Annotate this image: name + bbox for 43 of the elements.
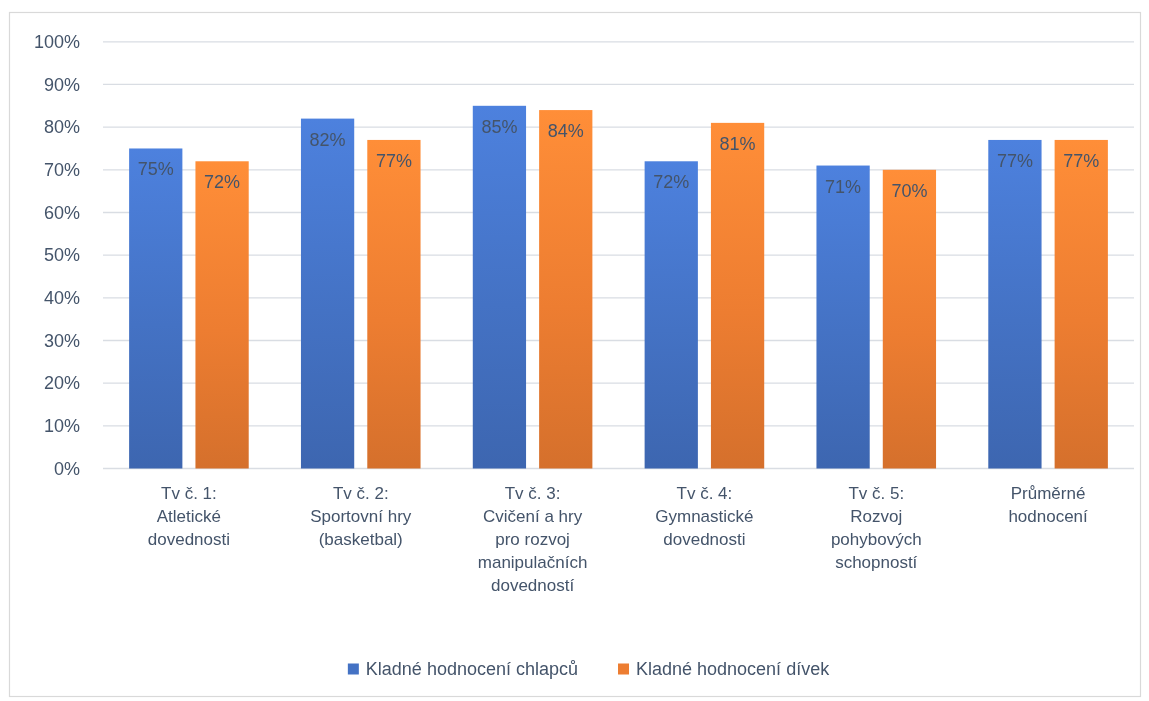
y-tick-label: 70% xyxy=(43,160,80,181)
data-label: 77% xyxy=(375,150,412,171)
y-tick-label: 30% xyxy=(43,330,80,351)
bar xyxy=(195,161,249,469)
y-tick-label: 20% xyxy=(43,373,80,394)
data-label: 82% xyxy=(309,129,346,150)
legend-label: Kladné hodnocení chlapců xyxy=(365,659,579,680)
legend-label: Kladné hodnocení dívek xyxy=(636,659,831,680)
bar xyxy=(644,161,698,469)
bar xyxy=(1054,139,1108,469)
x-tick-label: Tv č. 3: Cvičení a hry pro rozvoj manipulačních dovedností xyxy=(477,484,588,595)
bar xyxy=(129,148,183,469)
data-label: 85% xyxy=(481,116,518,137)
bar xyxy=(816,165,870,469)
y-tick-label: 50% xyxy=(43,245,80,266)
bar xyxy=(300,118,355,469)
bar xyxy=(988,139,1042,469)
data-label: 72% xyxy=(653,172,690,193)
bar xyxy=(882,169,937,469)
x-tick-label: Průměrné hodnocení xyxy=(1008,484,1089,526)
data-label: 72% xyxy=(204,172,241,193)
y-tick-label: 10% xyxy=(43,416,80,437)
bar xyxy=(472,105,527,469)
x-tick-label: Tv č. 4: Gymnastické dovednosti xyxy=(655,484,754,549)
y-tick-label: 60% xyxy=(43,202,80,223)
y-tick-label: 100% xyxy=(33,32,80,53)
bar xyxy=(710,122,765,469)
bar xyxy=(367,139,421,469)
data-label: 77% xyxy=(1063,150,1100,171)
y-tick-label: 90% xyxy=(43,74,80,95)
data-label: 84% xyxy=(547,121,584,142)
data-label: 77% xyxy=(996,150,1033,171)
x-tick-label: Tv č. 2: Sportovní hry (basketbal) xyxy=(310,484,412,549)
data-label: 75% xyxy=(137,159,174,180)
data-label: 70% xyxy=(891,180,928,201)
y-tick-label: 80% xyxy=(43,117,80,138)
y-tick-label: 0% xyxy=(53,458,80,479)
x-tick-label: Tv č. 1: Atletické dovednosti xyxy=(147,484,231,549)
y-tick-label: 40% xyxy=(43,288,80,309)
data-label: 81% xyxy=(719,133,756,154)
bar xyxy=(539,110,593,469)
data-label: 71% xyxy=(825,176,862,197)
x-tick-label: Tv č. 5: Rozvoj pohybových schopností xyxy=(830,484,922,572)
